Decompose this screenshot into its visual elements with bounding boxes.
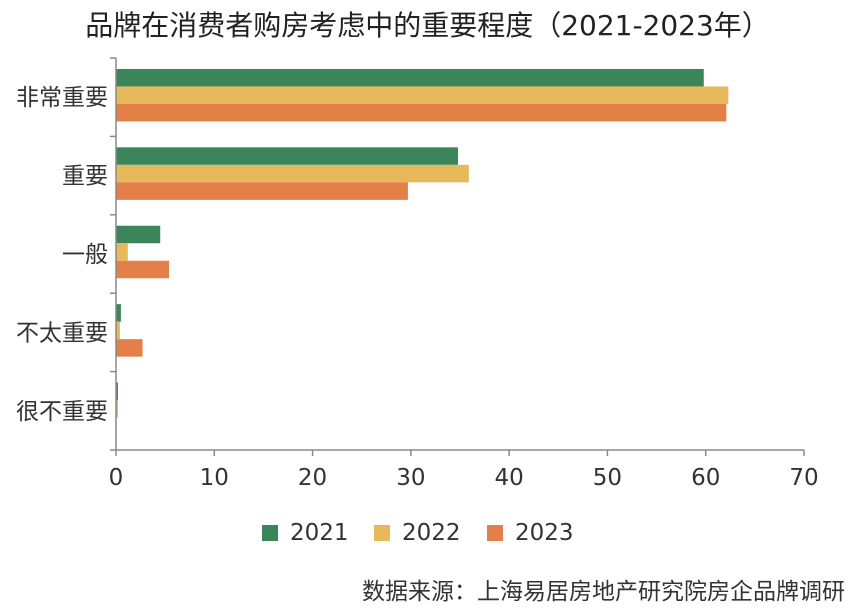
chart-title: 品牌在消费者购房考虑中的重要程度（2021-2023年） (85, 9, 770, 42)
category-label: 很不重要 (16, 399, 108, 425)
x-tick-label: 70 (789, 465, 818, 491)
category-label: 不太重要 (16, 320, 108, 346)
bar-2022-重要 (116, 164, 469, 183)
x-tick-label: 10 (200, 465, 229, 491)
legend-item-2021: 2021 (262, 520, 349, 546)
category-label: 非常重要 (16, 85, 108, 111)
legend-item-2022: 2022 (374, 520, 461, 546)
legend-label-2023: 2023 (515, 520, 574, 546)
bar-2023-重要 (116, 182, 408, 200)
bar-2023-一般 (116, 260, 170, 279)
bar-2022-很不重要 (116, 400, 118, 418)
bar-2022-一般 (116, 243, 128, 261)
bar-2022-不太重要 (116, 321, 120, 340)
x-tick-label: 30 (396, 465, 425, 491)
bar-2023-不太重要 (116, 339, 143, 357)
bar-2021-非常重要 (116, 68, 704, 87)
category-label: 一般 (62, 242, 108, 268)
legend-label-2021: 2021 (290, 520, 349, 546)
x-tick-label: 60 (691, 465, 720, 491)
x-tick-label: 0 (109, 465, 124, 491)
legend-swatch-2021 (262, 525, 278, 541)
legend-label-2022: 2022 (402, 520, 461, 546)
bar-2023-非常重要 (116, 103, 727, 122)
x-tick-label: 50 (593, 465, 622, 491)
bar-2021-一般 (116, 225, 161, 244)
category-label: 重要 (62, 164, 108, 190)
bar-2021-重要 (116, 147, 459, 165)
legend-item-2023: 2023 (487, 520, 574, 546)
bar-2021-不太重要 (116, 304, 121, 322)
x-tick-label: 20 (298, 465, 327, 491)
bar-2021-很不重要 (116, 382, 118, 401)
legend-swatch-2022 (374, 525, 390, 541)
bar-2022-非常重要 (116, 86, 729, 104)
legend-swatch-2023 (487, 525, 503, 541)
x-tick-label: 40 (495, 465, 524, 491)
data-source-note: 数据来源：上海易居房地产研究院房企品牌调研 (362, 579, 845, 605)
